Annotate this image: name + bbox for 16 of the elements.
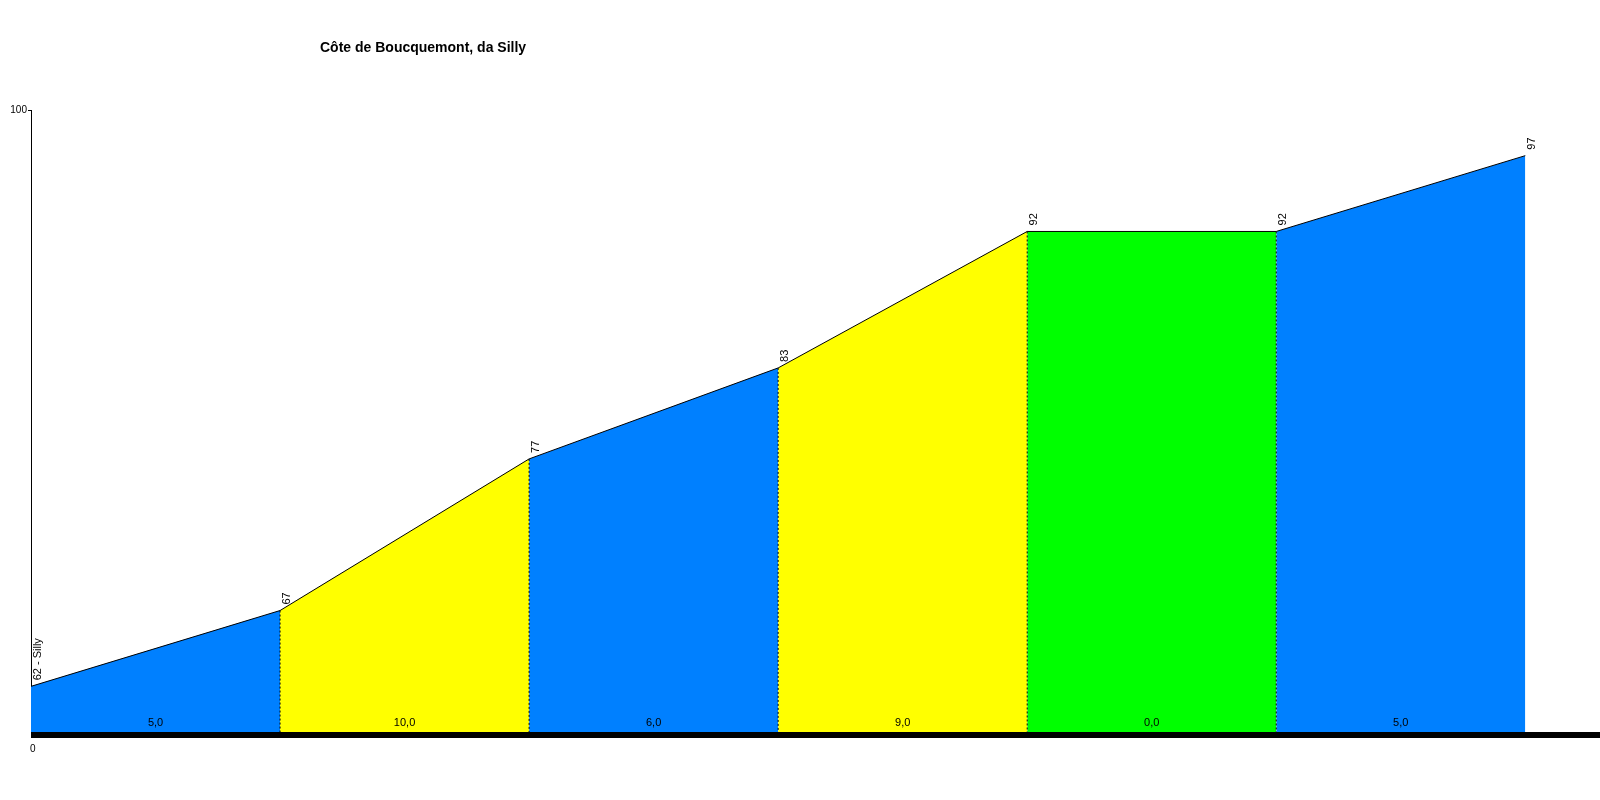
annotation: 6,0 — [645, 715, 662, 728]
data-label: 77 — [529, 440, 542, 453]
annotation: 10,0 — [393, 715, 416, 728]
annotation: 9,0 — [895, 715, 911, 728]
text: 100 — [10, 103, 28, 115]
data-label: 92 — [1027, 213, 1040, 226]
data-label: 92 — [1276, 213, 1289, 226]
data-label: 67 — [280, 592, 293, 605]
data-label: 62 - Silly — [31, 637, 44, 681]
data-label: 97 — [1525, 137, 1538, 150]
chart-title: Côte de Boucquemont, da Silly — [320, 39, 527, 55]
annotation: 0,0 — [1144, 715, 1160, 728]
annotation: 5,0 — [147, 715, 164, 728]
annotation: 0 — [30, 742, 36, 754]
data-label: 83 — [778, 349, 791, 362]
annotation: 5,0 — [1393, 715, 1409, 728]
